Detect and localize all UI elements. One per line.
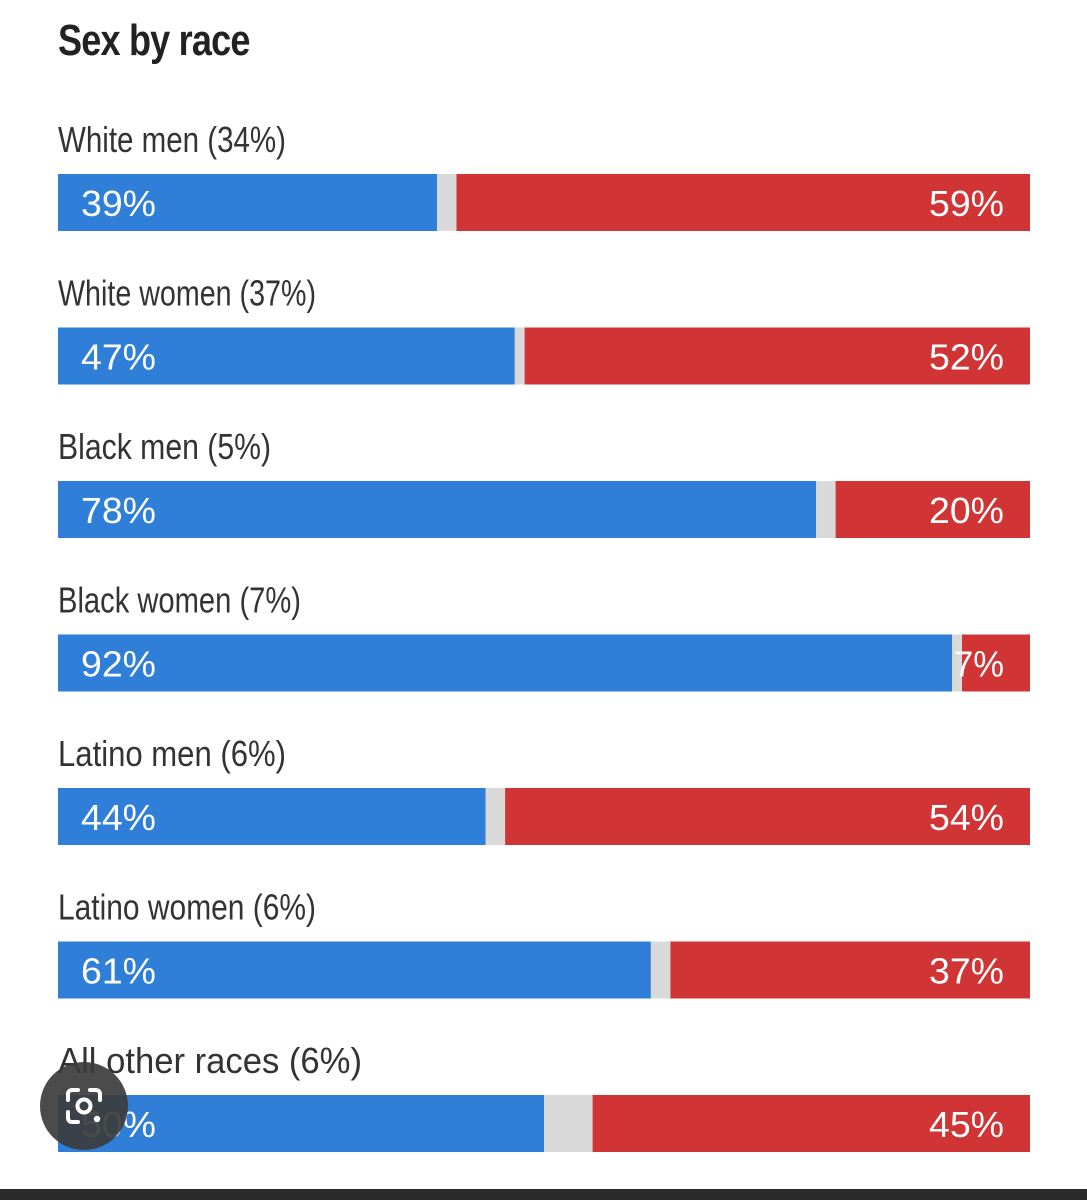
left-segment (58, 481, 817, 538)
left-value-label: 92% (81, 644, 156, 685)
left-value-label: 39% (81, 183, 156, 224)
right-segment (670, 941, 1030, 999)
left-value-label: 44% (81, 797, 156, 838)
gap-segment (485, 788, 506, 845)
category-label: White men (34%) (58, 119, 286, 160)
bar-row: Black men (5%) 78% 20% (58, 426, 1030, 538)
bar-row: Latino men (6%) 44% 54% (58, 733, 1031, 845)
category-label: Latino men (6%) (58, 733, 286, 774)
gap-segment (544, 1095, 593, 1152)
bar-row: All other races (6%)50%45% (58, 1040, 1030, 1152)
left-segment (58, 1095, 544, 1152)
bar-row: White women (37%) 47% 52% (58, 273, 1030, 385)
right-value-label: 20% (929, 490, 1004, 531)
left-value-label: 61% (81, 951, 156, 992)
right-value-label: 59% (929, 183, 1004, 224)
bar-row: Latino women (6%) 61% 37% (58, 887, 1030, 999)
right-value-label: 37% (929, 951, 1004, 992)
left-segment (58, 941, 651, 999)
bottom-strip (0, 1189, 1087, 1200)
right-segment (456, 174, 1030, 231)
right-segment (962, 634, 1030, 692)
right-segment (524, 327, 1030, 385)
left-segment (58, 788, 486, 845)
category-label: Black men (5%) (58, 426, 271, 467)
gap-segment (650, 941, 671, 999)
right-value-label: 52% (929, 337, 1004, 378)
right-value-label: 45% (929, 1104, 1004, 1145)
right-value-label: 7% (954, 644, 1004, 685)
gap-segment (514, 327, 525, 385)
google-lens-button[interactable] (40, 1062, 128, 1150)
category-label: White women (37%) (58, 273, 316, 314)
right-segment (505, 788, 1031, 845)
gap-segment (437, 174, 457, 231)
bar-row: Black women (7%) 92% 7% (58, 580, 1030, 692)
left-segment (58, 174, 438, 231)
gap-segment (952, 634, 962, 692)
chart-title: Sex by race (58, 16, 250, 65)
google-lens-icon (66, 1088, 102, 1124)
category-label: Latino women (6%) (58, 887, 316, 928)
left-value-label: 78% (81, 490, 156, 531)
right-segment (835, 481, 1030, 538)
gap-segment (816, 481, 836, 538)
category-label: Black women (7%) (58, 580, 301, 621)
left-segment (58, 634, 953, 692)
left-value-label: 47% (81, 337, 156, 378)
right-value-label: 54% (929, 797, 1004, 838)
left-segment (58, 327, 515, 385)
bar-row: White men (34%) 39% 59% (58, 119, 1030, 231)
right-segment (592, 1095, 1030, 1152)
